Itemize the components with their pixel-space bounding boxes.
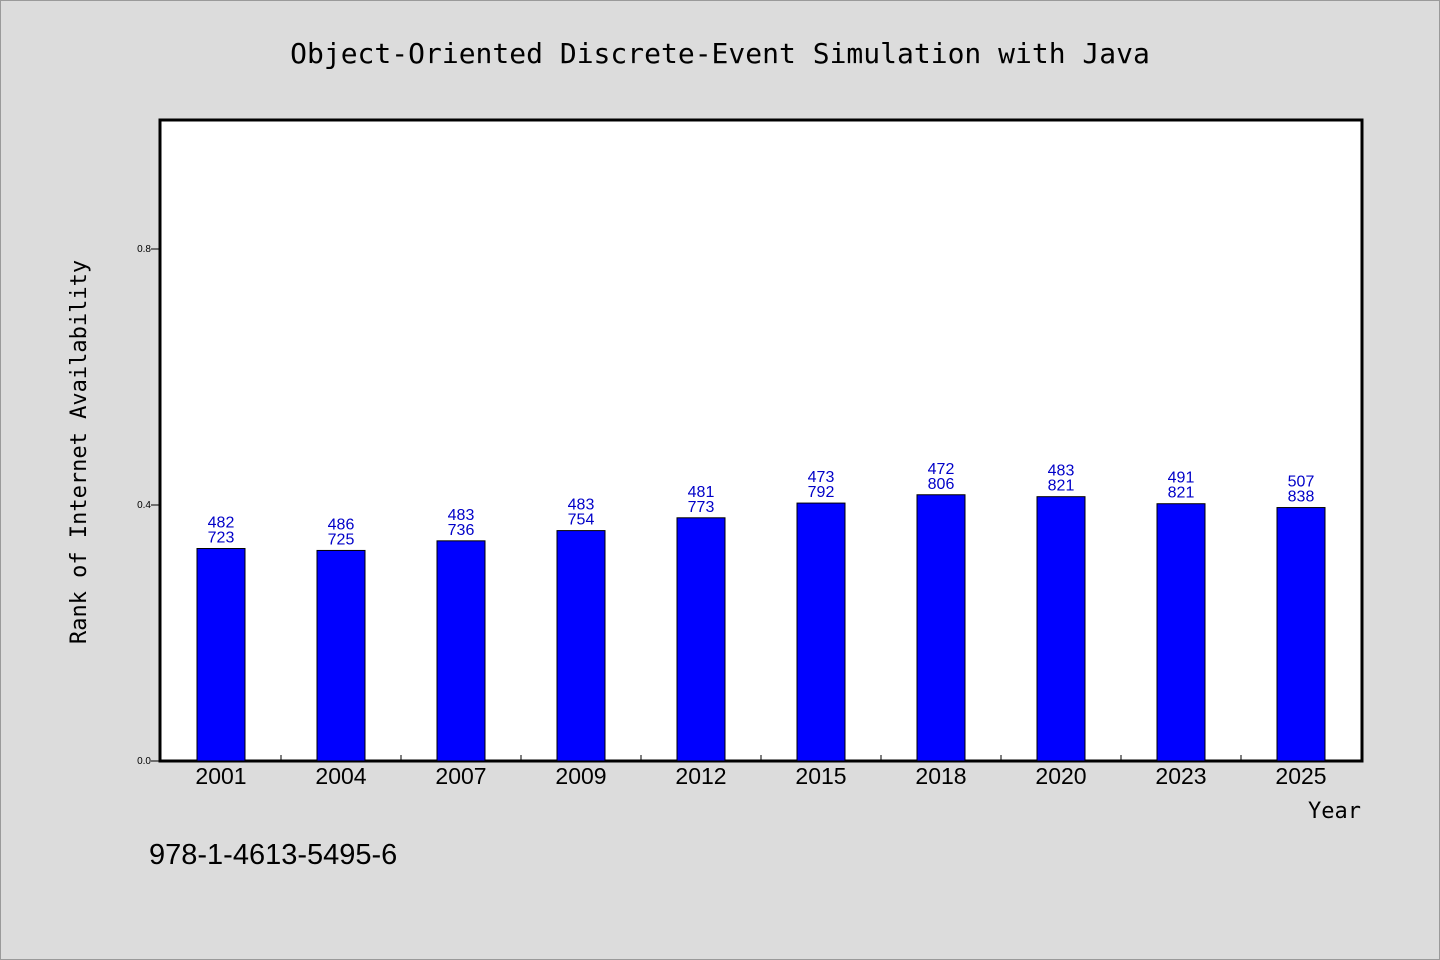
bar	[676, 517, 726, 762]
data-label-top: 507	[1288, 474, 1315, 491]
x-tick-label: 2025	[1275, 763, 1326, 789]
x-tick-label: 2004	[315, 763, 366, 789]
bar	[436, 540, 486, 762]
x-tick-label: 2009	[555, 763, 606, 789]
bar	[1156, 503, 1206, 762]
data-label-bottom: 725	[328, 531, 355, 548]
bars-group	[196, 494, 1326, 762]
data-label-bottom: 773	[688, 499, 715, 516]
bar	[1036, 496, 1086, 762]
y-axis-label: Rank of Internet Availability	[67, 260, 92, 644]
data-label-top: 491	[1168, 470, 1195, 487]
data-label-bottom: 723	[208, 530, 235, 547]
data-label-bottom: 792	[808, 484, 835, 501]
data-label-top: 473	[808, 469, 835, 486]
axis-ticks: 0.0 0.4 0.8	[137, 244, 1242, 767]
data-label-bottom: 754	[568, 512, 595, 529]
data-label-top: 482	[208, 515, 235, 532]
x-tick-label: 2018	[915, 763, 966, 789]
data-label-bottom: 806	[928, 476, 955, 493]
x-tick-label: 2007	[435, 763, 486, 789]
data-label-bottom: 736	[448, 522, 475, 539]
x-tick-labels-group: 2001 2004 2007 2009 2012 2015 2018 2020 2023 2025	[195, 763, 1326, 789]
bar	[796, 502, 846, 762]
x-tick-label: 2012	[675, 763, 726, 789]
y-tick-label: 0.4	[137, 500, 151, 511]
bar	[316, 549, 366, 762]
data-label-top: 483	[568, 497, 595, 514]
data-labels-group: 4827234867254837364837544817734737924728…	[208, 461, 1315, 549]
x-tick-label: 2015	[795, 763, 846, 789]
data-label-top: 483	[448, 507, 475, 524]
data-label-top: 481	[688, 484, 715, 501]
data-label-bottom: 838	[1288, 489, 1315, 506]
x-tick-label: 2023	[1155, 763, 1206, 789]
bar	[556, 530, 606, 762]
x-tick-label: 2020	[1035, 763, 1086, 789]
y-tick-label: 0.8	[137, 244, 151, 255]
x-tick-label: 2001	[195, 763, 246, 789]
data-label-top: 486	[328, 516, 355, 533]
y-tick-label: 0.0	[137, 756, 151, 767]
bar	[1276, 507, 1326, 762]
x-axis-label: Year	[1308, 799, 1361, 824]
bar	[196, 548, 246, 762]
bar	[916, 494, 966, 762]
chart-title: Object-Oriented Discrete-Event Simulatio…	[290, 37, 1150, 70]
isbn-text: 978-1-4613-5495-6	[149, 839, 397, 871]
data-label-top: 472	[928, 461, 955, 478]
data-label-bottom: 821	[1048, 478, 1075, 495]
data-label-top: 483	[1048, 463, 1075, 480]
data-label-bottom: 821	[1168, 485, 1195, 502]
